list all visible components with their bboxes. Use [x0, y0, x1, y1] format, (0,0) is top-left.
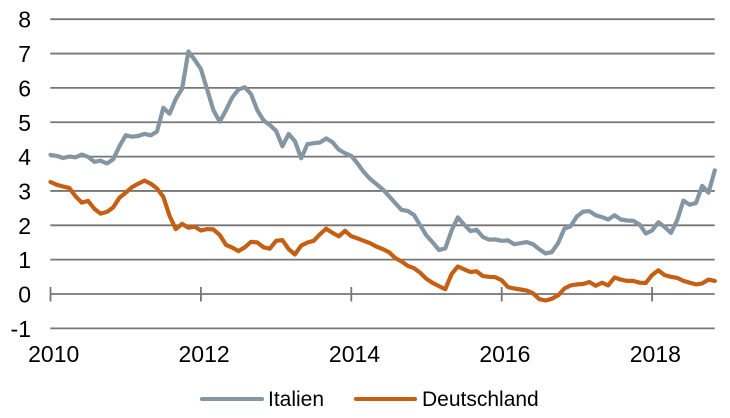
svg-text:6: 6: [18, 75, 31, 101]
svg-text:2012: 2012: [179, 341, 230, 367]
svg-text:5: 5: [18, 110, 31, 136]
svg-text:2010: 2010: [28, 341, 79, 367]
svg-text:7: 7: [18, 41, 31, 67]
svg-text:3: 3: [18, 178, 31, 204]
svg-text:4: 4: [18, 144, 31, 170]
svg-text:-1: -1: [11, 316, 31, 342]
svg-text:8: 8: [18, 7, 31, 33]
svg-text:2: 2: [18, 213, 31, 239]
svg-text:0: 0: [18, 282, 31, 308]
svg-text:2014: 2014: [329, 341, 380, 367]
svg-text:2016: 2016: [479, 341, 530, 367]
svg-text:2018: 2018: [630, 341, 681, 367]
svg-text:Deutschland: Deutschland: [422, 388, 539, 411]
svg-text:Italien: Italien: [268, 388, 324, 411]
svg-text:1: 1: [18, 247, 31, 273]
